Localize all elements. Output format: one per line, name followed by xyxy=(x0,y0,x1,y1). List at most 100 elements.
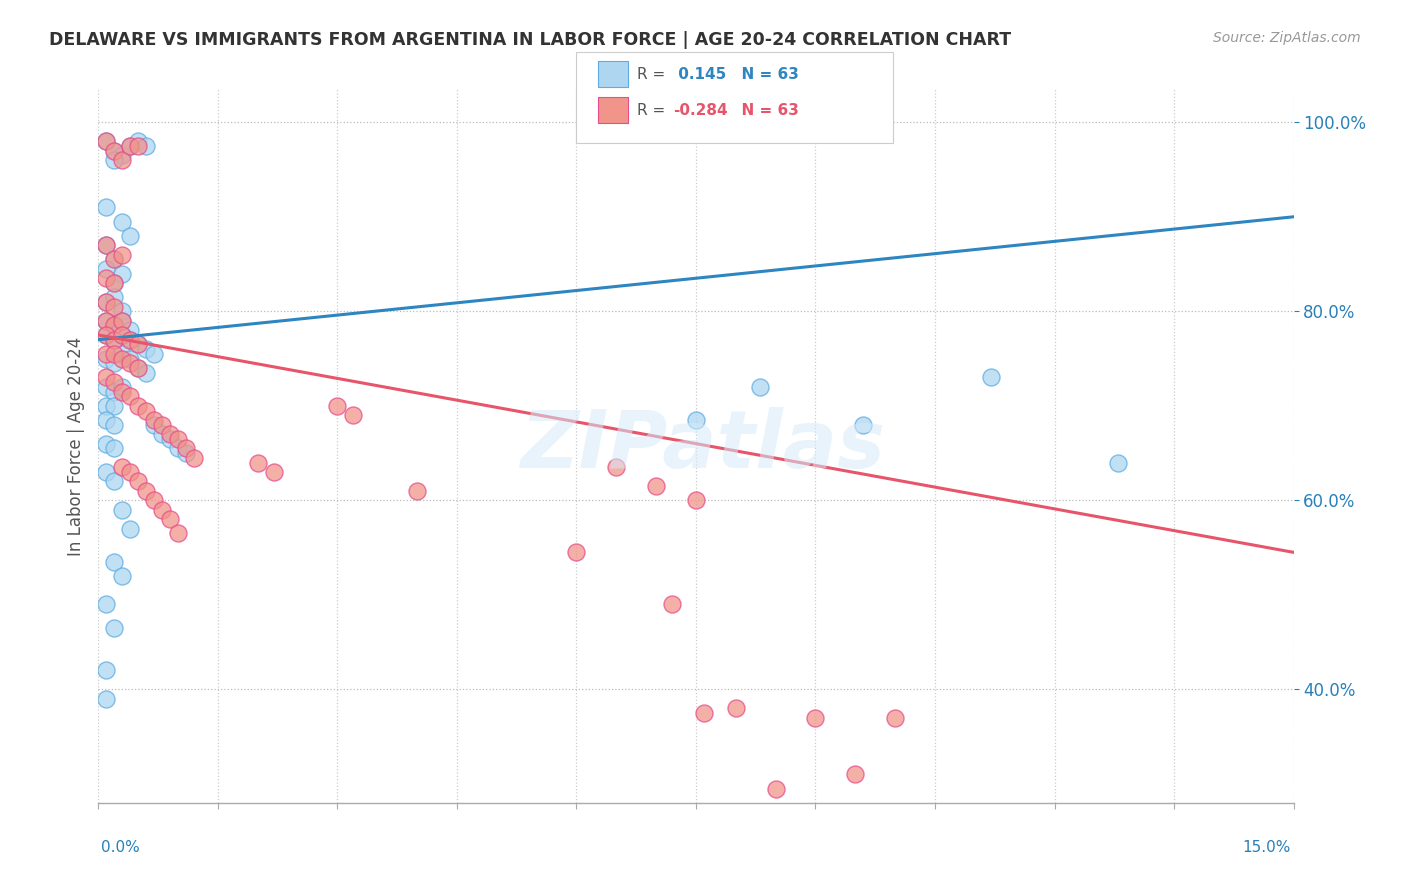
Point xyxy=(135,403,157,417)
Point xyxy=(342,409,364,423)
Point xyxy=(96,134,118,148)
Point xyxy=(111,314,134,328)
Point xyxy=(174,446,197,460)
Point xyxy=(127,361,149,376)
Point xyxy=(103,318,125,333)
Text: 0.145: 0.145 xyxy=(673,67,727,81)
Point xyxy=(661,597,683,611)
Point xyxy=(96,294,118,309)
Point xyxy=(96,691,118,706)
Point xyxy=(724,701,747,715)
Text: ZIPatlas: ZIPatlas xyxy=(520,407,886,485)
Point xyxy=(96,294,118,309)
Point xyxy=(103,276,125,290)
Point xyxy=(111,314,134,328)
Point xyxy=(135,342,157,356)
Point xyxy=(1107,456,1129,470)
Point xyxy=(120,389,142,403)
Point xyxy=(685,493,707,508)
Point xyxy=(127,361,149,376)
Point xyxy=(96,200,118,214)
Point xyxy=(980,370,1002,384)
Point xyxy=(804,711,827,725)
Point xyxy=(96,314,118,328)
Point xyxy=(111,384,134,399)
Point xyxy=(120,356,142,370)
Point xyxy=(96,465,118,479)
Point xyxy=(111,153,134,167)
Text: -0.284: -0.284 xyxy=(673,103,728,118)
Point xyxy=(765,781,787,796)
Point xyxy=(103,555,125,569)
Point xyxy=(326,399,349,413)
Point xyxy=(103,333,125,347)
Point xyxy=(96,134,118,148)
Point xyxy=(103,399,125,413)
Point xyxy=(159,512,181,526)
Point xyxy=(111,460,134,475)
Point xyxy=(120,333,142,347)
Point xyxy=(103,144,125,158)
Point xyxy=(120,333,142,347)
Point xyxy=(135,483,157,498)
Point xyxy=(174,442,197,456)
Point xyxy=(103,384,125,399)
Point xyxy=(103,252,125,267)
Point xyxy=(103,144,125,158)
Point xyxy=(605,460,627,475)
Point xyxy=(111,503,134,517)
Point xyxy=(96,238,118,252)
Text: N = 63: N = 63 xyxy=(731,67,799,81)
Point xyxy=(159,427,181,442)
Point xyxy=(111,347,134,361)
Point xyxy=(103,417,125,432)
Text: N = 63: N = 63 xyxy=(731,103,799,118)
Point xyxy=(96,314,118,328)
Point xyxy=(103,475,125,489)
Point xyxy=(143,413,166,427)
Text: 0.0%: 0.0% xyxy=(101,840,141,855)
Point xyxy=(127,475,149,489)
Point xyxy=(183,450,205,465)
Point xyxy=(120,323,142,337)
Point xyxy=(120,139,142,153)
Point xyxy=(96,351,118,366)
Point xyxy=(96,413,118,427)
Point xyxy=(111,214,134,228)
Point xyxy=(96,380,118,394)
Y-axis label: In Labor Force | Age 20-24: In Labor Force | Age 20-24 xyxy=(66,336,84,556)
Point xyxy=(135,366,157,380)
Point xyxy=(96,261,118,276)
Point xyxy=(103,621,125,635)
Point xyxy=(111,148,134,162)
Point xyxy=(127,337,149,351)
Point xyxy=(246,456,269,470)
Point xyxy=(120,351,142,366)
Point xyxy=(852,417,875,432)
Point xyxy=(96,597,118,611)
Point xyxy=(150,417,173,432)
Point xyxy=(150,427,173,442)
Point xyxy=(120,522,142,536)
Point xyxy=(127,337,149,351)
Point xyxy=(111,267,134,281)
Point xyxy=(103,153,125,167)
Point xyxy=(127,134,149,148)
Point xyxy=(103,356,125,370)
Point xyxy=(263,465,285,479)
Point xyxy=(111,569,134,583)
Point xyxy=(111,327,134,342)
Point xyxy=(96,271,118,285)
Point xyxy=(103,276,125,290)
Point xyxy=(96,327,118,342)
Point xyxy=(120,228,142,243)
Point xyxy=(96,370,118,384)
Point xyxy=(103,300,125,314)
Point xyxy=(844,767,866,781)
Point xyxy=(96,238,118,252)
Point xyxy=(406,483,429,498)
Point xyxy=(103,442,125,456)
Point xyxy=(159,432,181,446)
Text: R =: R = xyxy=(637,103,671,118)
Text: R =: R = xyxy=(637,67,671,81)
